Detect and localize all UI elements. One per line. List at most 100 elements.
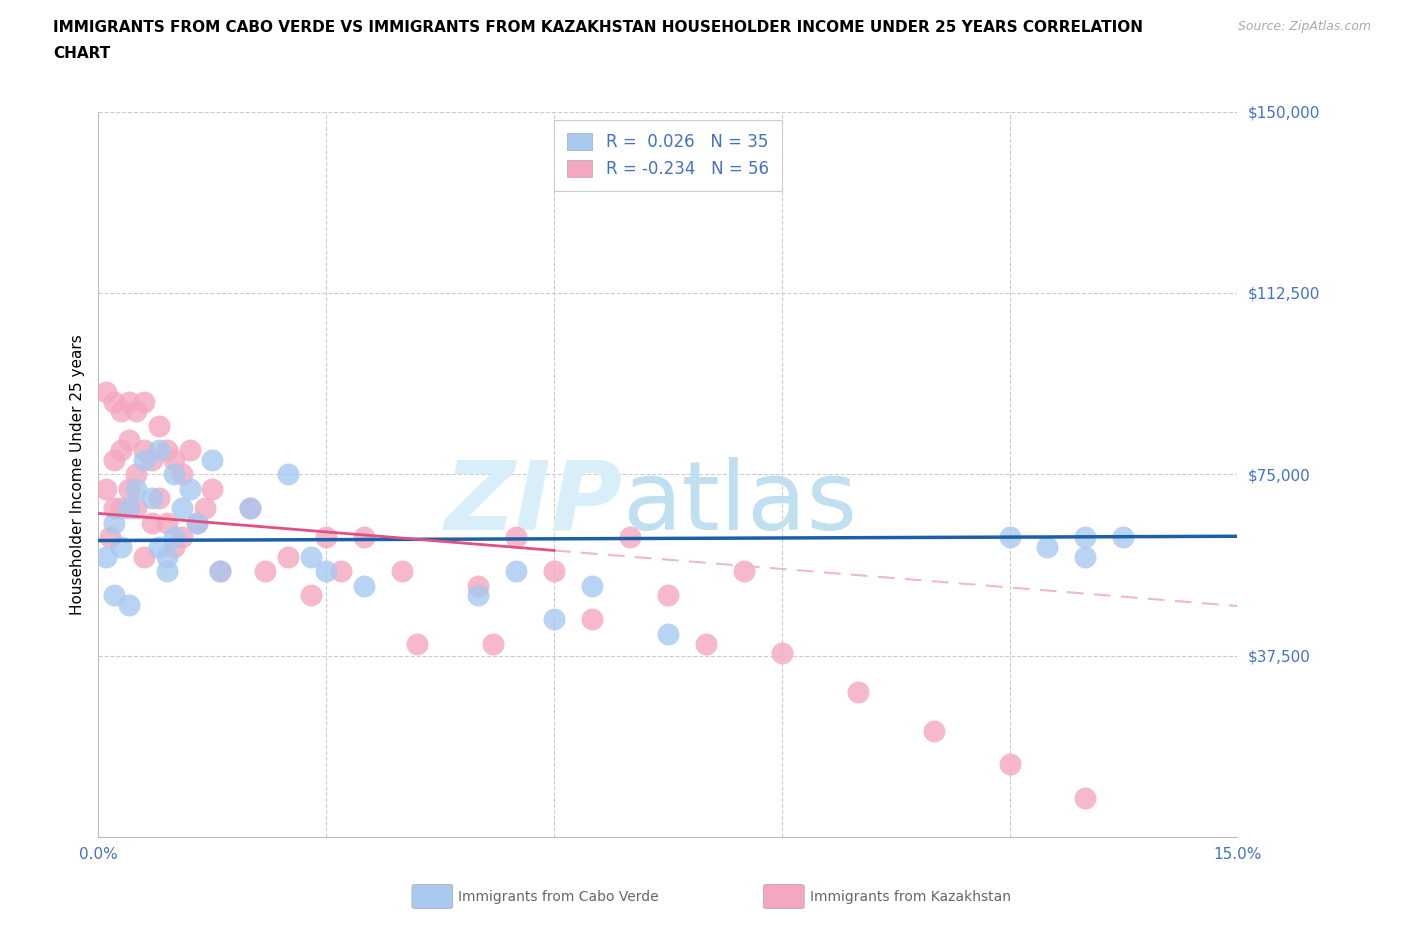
Text: Immigrants from Cabo Verde: Immigrants from Cabo Verde	[458, 889, 659, 904]
Point	[103, 515, 125, 530]
Point	[1112, 530, 1135, 545]
Point	[998, 530, 1021, 545]
Point	[103, 394, 125, 409]
Point	[505, 530, 527, 545]
Point	[770, 645, 793, 660]
Point	[1074, 549, 1097, 564]
Point	[201, 452, 224, 467]
Point	[1036, 539, 1059, 554]
Point	[277, 549, 299, 564]
Point	[998, 757, 1021, 772]
Point	[156, 443, 179, 458]
Point	[170, 530, 193, 545]
Text: Source: ZipAtlas.com: Source: ZipAtlas.com	[1237, 20, 1371, 33]
Point	[141, 491, 163, 506]
Y-axis label: Householder Income Under 25 years: Householder Income Under 25 years	[69, 334, 84, 615]
Point	[156, 549, 179, 564]
Point	[118, 394, 141, 409]
Point	[148, 443, 170, 458]
Point	[94, 482, 117, 497]
Point	[125, 404, 148, 418]
Text: CHART: CHART	[53, 46, 111, 61]
Point	[505, 564, 527, 578]
Point	[170, 500, 193, 515]
Point	[1074, 530, 1097, 545]
Point	[186, 515, 208, 530]
Point	[239, 500, 262, 515]
Point	[132, 452, 155, 467]
Point	[125, 482, 148, 497]
Point	[201, 482, 224, 497]
Point	[103, 588, 125, 603]
Point	[179, 482, 201, 497]
Point	[543, 612, 565, 627]
Point	[141, 515, 163, 530]
Point	[581, 612, 603, 627]
Point	[391, 564, 413, 578]
Point	[208, 564, 231, 578]
Point	[118, 597, 141, 612]
Point	[110, 404, 132, 418]
Point	[657, 588, 679, 603]
Point	[299, 588, 322, 603]
Point	[110, 539, 132, 554]
Point	[254, 564, 277, 578]
Point	[186, 515, 208, 530]
Point	[118, 433, 141, 448]
Point	[406, 636, 429, 651]
Point	[163, 530, 186, 545]
Point	[208, 564, 231, 578]
Point	[315, 530, 337, 545]
Point	[467, 588, 489, 603]
Point	[148, 418, 170, 433]
Point	[103, 452, 125, 467]
Point	[170, 467, 193, 482]
Point	[148, 539, 170, 554]
Point	[94, 385, 117, 400]
Point	[194, 500, 217, 515]
Point	[125, 467, 148, 482]
Point	[125, 500, 148, 515]
Point	[163, 452, 186, 467]
Point	[695, 636, 717, 651]
Point	[733, 564, 755, 578]
Point	[156, 564, 179, 578]
Point	[163, 467, 186, 482]
Point	[156, 515, 179, 530]
Text: ZIP: ZIP	[444, 457, 623, 550]
Legend: R =  0.026   N = 35, R = -0.234   N = 56: R = 0.026 N = 35, R = -0.234 N = 56	[554, 120, 782, 192]
Point	[110, 443, 132, 458]
Point	[315, 564, 337, 578]
Point	[846, 684, 869, 699]
Text: Immigrants from Kazakhstan: Immigrants from Kazakhstan	[810, 889, 1011, 904]
Point	[353, 578, 375, 593]
Point	[163, 539, 186, 554]
Point	[141, 452, 163, 467]
Text: atlas: atlas	[623, 457, 858, 550]
Point	[118, 500, 141, 515]
Point	[110, 500, 132, 515]
Point	[922, 724, 945, 738]
Point	[132, 443, 155, 458]
Point	[330, 564, 353, 578]
Point	[482, 636, 505, 651]
Point	[239, 500, 262, 515]
Point	[148, 491, 170, 506]
Point	[94, 549, 117, 564]
Point	[277, 467, 299, 482]
Point	[657, 627, 679, 642]
Point	[581, 578, 603, 593]
Point	[103, 500, 125, 515]
Point	[1074, 790, 1097, 805]
Point	[543, 564, 565, 578]
Text: IMMIGRANTS FROM CABO VERDE VS IMMIGRANTS FROM KAZAKHSTAN HOUSEHOLDER INCOME UNDE: IMMIGRANTS FROM CABO VERDE VS IMMIGRANTS…	[53, 20, 1143, 35]
Point	[299, 549, 322, 564]
Point	[179, 443, 201, 458]
Point	[132, 549, 155, 564]
Point	[98, 530, 121, 545]
Point	[619, 530, 641, 545]
Point	[467, 578, 489, 593]
Point	[132, 394, 155, 409]
Point	[353, 530, 375, 545]
Point	[118, 482, 141, 497]
